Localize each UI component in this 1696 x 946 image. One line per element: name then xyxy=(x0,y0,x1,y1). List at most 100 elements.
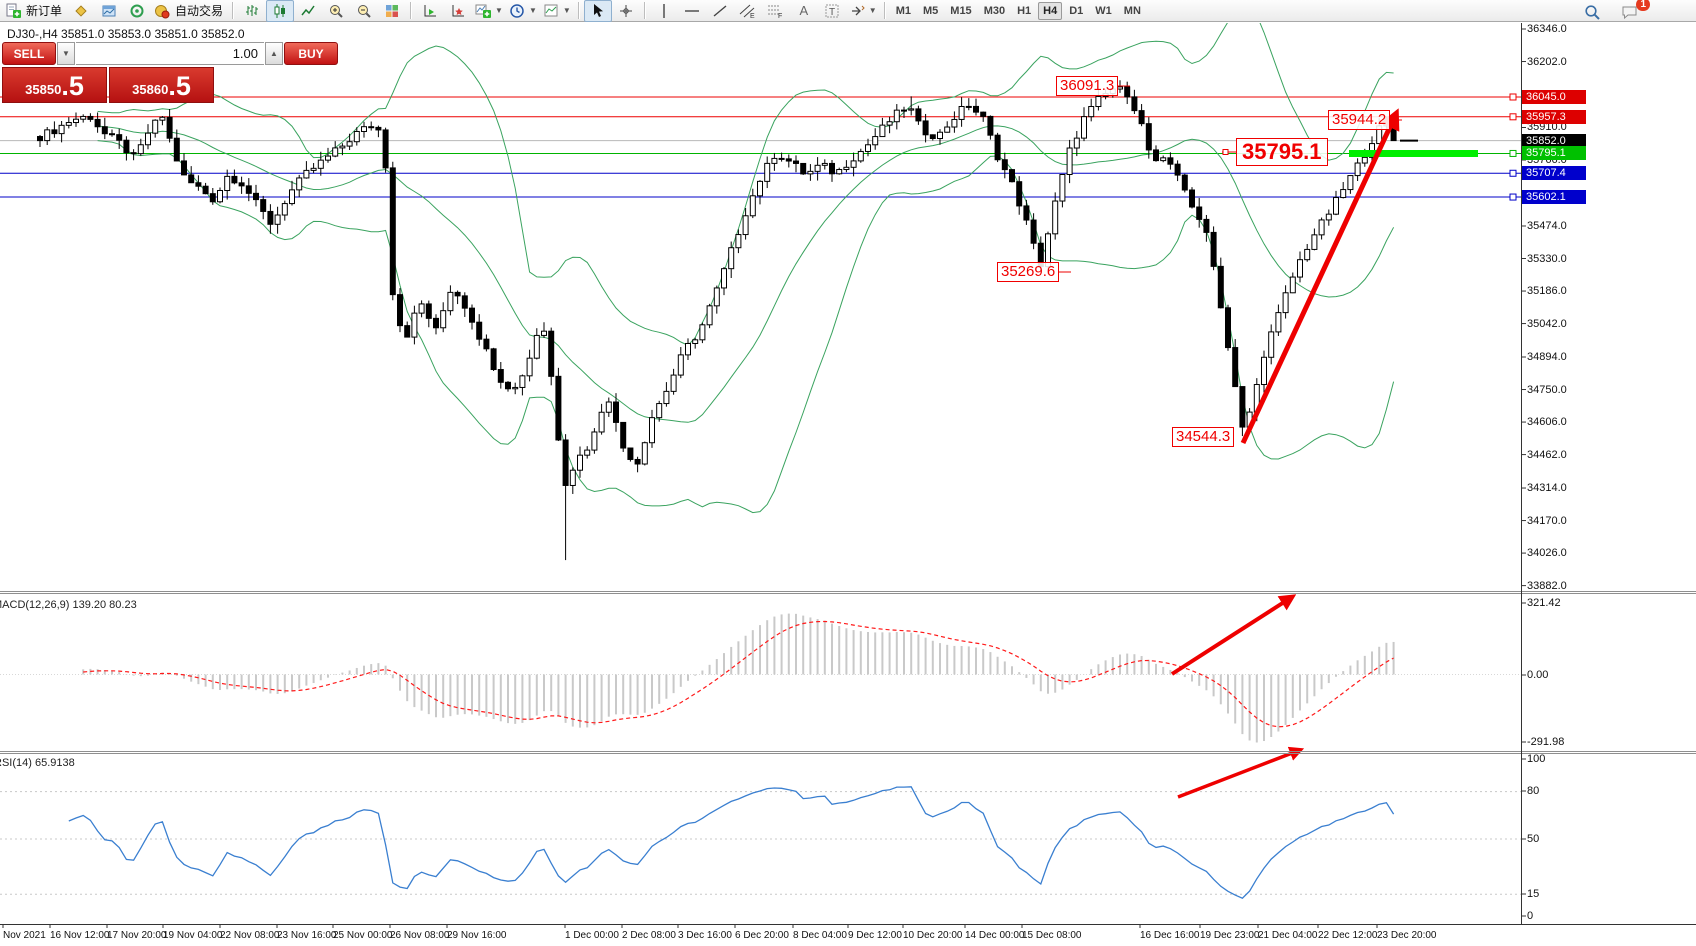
bid-price[interactable]: 35850.5 xyxy=(2,67,107,103)
time-axis-label: 16 Dec 16:00 xyxy=(1140,930,1200,941)
indicator-list-icon[interactable] xyxy=(444,0,472,22)
navigator-icon[interactable] xyxy=(123,0,151,22)
candlestick-series xyxy=(37,80,1397,561)
price-tick: 34170.0 xyxy=(1527,514,1567,527)
rsi-axis-label: 100 xyxy=(1527,753,1546,765)
crosshair-tool-icon[interactable] xyxy=(612,0,640,22)
text-tool-icon[interactable]: A xyxy=(799,3,809,18)
rsi-axis-label: 15 xyxy=(1527,888,1540,900)
timeframe-button-h4[interactable]: H4 xyxy=(1038,1,1063,20)
price-annotation[interactable]: 36091.3 xyxy=(1056,76,1119,96)
notification-badge: 1 xyxy=(1636,0,1650,11)
price-tick: 34314.0 xyxy=(1527,482,1567,495)
time-axis-label: 26 Nov 08:00 xyxy=(390,930,450,941)
rsi-label: RSI(14) 65.9138 xyxy=(0,757,75,769)
time-axis-label: 29 Nov 16:00 xyxy=(447,930,507,941)
price-annotation[interactable]: 35269.6 xyxy=(997,262,1060,282)
vertical-line-tool-icon[interactable] xyxy=(650,0,678,22)
toolbar-separator xyxy=(232,2,235,19)
rsi-pane xyxy=(0,786,1521,899)
search-icon[interactable] xyxy=(1578,1,1606,23)
new-order-label: 新订单 xyxy=(26,4,63,18)
price-annotation[interactable]: 35944.2 xyxy=(1328,110,1391,130)
price-tick: 35042.0 xyxy=(1527,317,1567,330)
time-axis-label: 2 Dec 08:00 xyxy=(622,930,676,941)
time-axis-label: 1 Dec 00:00 xyxy=(565,930,619,941)
ask-price[interactable]: 35860.5 xyxy=(109,67,214,103)
add-indicator-button[interactable]: ▼ xyxy=(472,0,506,22)
trend-arrow-rsi xyxy=(1177,746,1305,799)
time-axis-label: 8 Dec 04:00 xyxy=(793,930,847,941)
shapes-tool-button[interactable]: ▼ xyxy=(846,0,880,22)
channel-tool-icon[interactable]: E xyxy=(734,0,762,22)
time-axis-label: 10 Dec 20:00 xyxy=(903,930,963,941)
candlestick-mode-icon[interactable] xyxy=(266,0,295,22)
indicator-window-icon[interactable] xyxy=(416,0,444,22)
macd-histogram xyxy=(82,613,1395,743)
new-order-button[interactable]: 新订单 xyxy=(2,0,67,22)
price-badge: 35707.4 xyxy=(1522,166,1586,181)
label-tool-icon[interactable]: T xyxy=(818,0,846,22)
svg-text:F: F xyxy=(778,13,782,19)
time-axis-label: 19 Nov 04:00 xyxy=(163,930,223,941)
macd-axis-label: 321.42 xyxy=(1527,597,1561,609)
market-watch-icon[interactable] xyxy=(95,0,123,22)
timeframe-button-w1[interactable]: W1 xyxy=(1095,4,1112,17)
price-badge: 35957.3 xyxy=(1522,109,1586,124)
buy-button[interactable]: BUY xyxy=(284,42,338,65)
timeframe-button-m15[interactable]: M15 xyxy=(950,4,972,17)
trendline-tool-icon[interactable] xyxy=(706,0,734,22)
time-axis-label: Nov 2021 xyxy=(3,930,46,941)
time-axis-label: 17 Nov 20:00 xyxy=(107,930,167,941)
tile-windows-icon[interactable] xyxy=(378,0,406,22)
ask-frac: .5 xyxy=(168,71,191,101)
timeframe-button-m5[interactable]: M5 xyxy=(923,4,939,17)
bollinger-middle-band xyxy=(97,125,1395,423)
volume-decrease-button[interactable]: ▼ xyxy=(57,42,75,65)
timeframe-button-h1[interactable]: H1 xyxy=(1017,4,1032,17)
line-chart-mode-icon[interactable] xyxy=(294,0,322,22)
time-axis-label: 23 Dec 20:00 xyxy=(1377,930,1437,941)
charts-profile-icon[interactable] xyxy=(67,0,95,22)
trend-arrow-main xyxy=(1240,108,1400,445)
sell-button[interactable]: SELL xyxy=(2,42,56,65)
time-axis-label: 25 Nov 00:00 xyxy=(333,930,393,941)
timeframe-button-mn[interactable]: MN xyxy=(1123,4,1141,17)
macd-axis-label: 0.00 xyxy=(1527,669,1549,681)
bar-chart-mode-icon[interactable] xyxy=(238,0,266,22)
zoom-in-icon[interactable] xyxy=(322,0,350,22)
autotrading-button[interactable]: 自动交易 xyxy=(151,0,228,22)
price-annotation[interactable]: 35795.1 xyxy=(1236,138,1328,166)
rsi-line xyxy=(68,786,1395,899)
time-axis-label: 19 Dec 23:00 xyxy=(1200,930,1260,941)
autotrading-label: 自动交易 xyxy=(175,4,224,18)
macd-signal-line xyxy=(83,620,1394,728)
time-axis-label: 6 Dec 20:00 xyxy=(735,930,789,941)
toolbar-separator xyxy=(410,2,413,19)
price-tick: 36202.0 xyxy=(1527,55,1567,68)
price-tick: 34606.0 xyxy=(1527,416,1567,429)
template-button[interactable]: ▼ xyxy=(540,0,574,22)
notifications-chat-icon[interactable]: 1 xyxy=(1616,0,1650,23)
fibonacci-tool-icon[interactable]: F xyxy=(762,0,790,22)
ask-main: 35860 xyxy=(132,82,169,97)
period-clock-button[interactable]: ▼ xyxy=(506,0,540,22)
volume-input[interactable] xyxy=(76,42,264,65)
toolbar-separator xyxy=(577,2,580,19)
timeframe-button-m30[interactable]: M30 xyxy=(983,4,1006,17)
cursor-tool-icon[interactable] xyxy=(583,0,612,22)
price-badge: 35852.0 xyxy=(1522,133,1586,148)
timeframe-button-d1[interactable]: D1 xyxy=(1069,4,1084,17)
horizontal-line-tool-icon[interactable] xyxy=(678,0,706,22)
toolbar-separator xyxy=(643,2,646,19)
timeframe-button-m1[interactable]: M1 xyxy=(895,4,911,17)
zoom-out-icon[interactable] xyxy=(350,0,378,22)
price-badge: 36045.0 xyxy=(1522,89,1586,104)
volume-increase-button[interactable]: ▲ xyxy=(265,42,283,65)
price-tick: 35186.0 xyxy=(1527,285,1567,298)
price-badge: 35602.1 xyxy=(1522,190,1586,205)
price-annotation[interactable]: 34544.3 xyxy=(1172,427,1235,447)
trend-arrow-macd xyxy=(1170,594,1297,676)
